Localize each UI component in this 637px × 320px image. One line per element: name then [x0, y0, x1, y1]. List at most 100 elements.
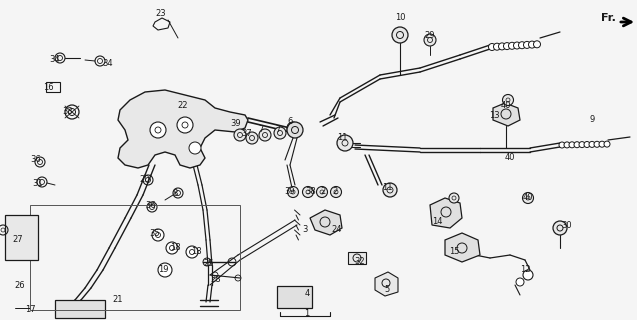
Circle shape [589, 141, 595, 148]
Text: 36: 36 [146, 201, 156, 210]
Circle shape [494, 43, 501, 50]
Circle shape [274, 127, 286, 139]
Circle shape [508, 42, 515, 49]
Text: 8: 8 [173, 188, 178, 197]
Circle shape [150, 122, 166, 138]
Circle shape [513, 42, 520, 49]
Text: 2: 2 [320, 188, 326, 196]
Text: 35: 35 [150, 228, 161, 237]
Bar [46, 82, 60, 92]
Polygon shape [430, 198, 462, 228]
Text: 7: 7 [275, 125, 281, 134]
Circle shape [166, 242, 178, 254]
Circle shape [287, 122, 303, 138]
Text: 34: 34 [103, 59, 113, 68]
Text: 33: 33 [62, 108, 73, 116]
Circle shape [499, 43, 506, 50]
Text: 26: 26 [15, 281, 25, 290]
Text: 32: 32 [355, 258, 365, 267]
Circle shape [524, 41, 531, 48]
Text: 13: 13 [489, 110, 499, 119]
Text: 30: 30 [562, 220, 572, 229]
Text: 29: 29 [425, 30, 435, 39]
Text: 37: 37 [241, 129, 252, 138]
Text: 15: 15 [448, 247, 459, 257]
Circle shape [584, 141, 590, 148]
Text: 21: 21 [113, 295, 123, 305]
Circle shape [317, 187, 327, 197]
Circle shape [287, 187, 299, 197]
Text: 40: 40 [501, 100, 512, 109]
Text: 12: 12 [520, 266, 530, 275]
Circle shape [234, 129, 246, 141]
Text: 40: 40 [523, 194, 533, 203]
Text: 9: 9 [589, 116, 594, 124]
Circle shape [604, 141, 610, 147]
Text: 25: 25 [204, 259, 214, 268]
Circle shape [594, 141, 600, 147]
Circle shape [383, 183, 397, 197]
Circle shape [529, 41, 536, 48]
Text: 1: 1 [304, 308, 310, 317]
Circle shape [559, 142, 565, 148]
Polygon shape [375, 272, 398, 296]
Polygon shape [118, 90, 248, 168]
Text: 34: 34 [50, 55, 61, 65]
Circle shape [186, 246, 198, 258]
Text: 18: 18 [190, 247, 201, 257]
Text: 4: 4 [304, 290, 310, 299]
Text: 6: 6 [287, 117, 292, 126]
Text: 16: 16 [43, 84, 54, 92]
Circle shape [287, 122, 299, 134]
Text: 11: 11 [382, 182, 392, 191]
Text: 39: 39 [231, 118, 241, 127]
Circle shape [579, 141, 585, 148]
Circle shape [503, 43, 510, 50]
Circle shape [522, 193, 534, 204]
Circle shape [569, 142, 575, 148]
Text: 27: 27 [13, 236, 24, 244]
Polygon shape [310, 210, 342, 235]
Text: 7: 7 [259, 125, 264, 134]
Bar [55, 300, 105, 318]
Circle shape [449, 193, 459, 203]
Text: 18: 18 [169, 244, 180, 252]
Circle shape [534, 41, 541, 48]
Circle shape [574, 142, 580, 148]
Text: 5: 5 [384, 285, 390, 294]
Circle shape [259, 129, 271, 141]
Circle shape [424, 34, 436, 46]
Text: 2: 2 [333, 188, 338, 196]
Text: 20: 20 [140, 175, 150, 185]
Text: 19: 19 [158, 266, 168, 275]
Text: 22: 22 [178, 100, 189, 109]
Circle shape [392, 27, 408, 43]
Polygon shape [5, 215, 38, 260]
Text: 24: 24 [332, 226, 342, 235]
Circle shape [519, 42, 526, 49]
Text: 10: 10 [395, 13, 405, 22]
Circle shape [246, 132, 258, 144]
Circle shape [503, 94, 513, 106]
Circle shape [331, 187, 341, 197]
Polygon shape [445, 233, 480, 262]
Bar [277, 286, 312, 308]
Circle shape [152, 229, 164, 241]
Text: Fr.: Fr. [601, 13, 615, 23]
Text: 11: 11 [337, 133, 347, 142]
Circle shape [303, 187, 313, 197]
Circle shape [189, 142, 201, 154]
Text: 17: 17 [25, 306, 35, 315]
Circle shape [564, 142, 570, 148]
Circle shape [158, 263, 172, 277]
Bar [348, 252, 366, 264]
Text: 28: 28 [211, 276, 221, 284]
Text: 36: 36 [31, 155, 41, 164]
Circle shape [177, 117, 193, 133]
Text: 3: 3 [303, 226, 308, 235]
Text: 38: 38 [306, 188, 317, 196]
Text: 31: 31 [32, 179, 43, 188]
Circle shape [523, 270, 533, 280]
Circle shape [599, 141, 605, 147]
Text: 23: 23 [155, 10, 166, 19]
